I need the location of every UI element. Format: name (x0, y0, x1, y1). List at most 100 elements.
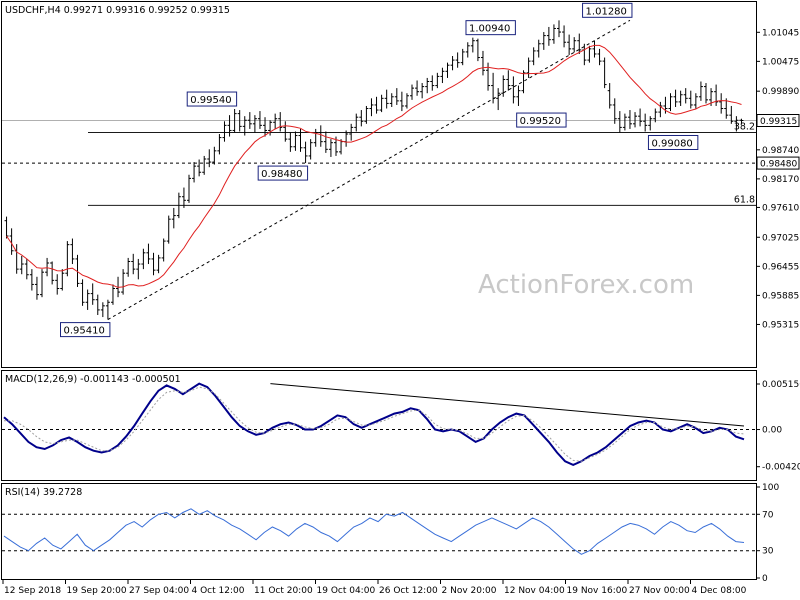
rsi-y-tick-label: 0 (762, 574, 768, 584)
ohlc-bar (136, 258, 141, 280)
current-price-value: 0.99315 (760, 117, 797, 127)
ohlc-bar (369, 98, 374, 117)
ohlc-bar (653, 108, 658, 123)
ohlc-bar (531, 47, 536, 66)
ohlc-bar (562, 25, 567, 48)
ohlc-bar (379, 94, 384, 113)
current-price-box (756, 114, 800, 128)
ohlc-bar (389, 93, 394, 107)
ohlc-bar (313, 128, 318, 147)
support-level-value: 0.98480 (760, 160, 797, 170)
ohlc-bar (80, 279, 85, 306)
price-label-text: 0.99080 (651, 138, 692, 149)
macd-main-line (3, 382, 745, 466)
ohlc-bar (328, 139, 333, 157)
ohlc-bar (430, 75, 435, 91)
macd-panel-frame (1, 370, 757, 481)
rsi-panel-frame (1, 483, 757, 580)
ohlc-bar (110, 284, 115, 305)
x-tick-label: 27 Nov 00:00 (629, 586, 690, 596)
ohlc-bar (126, 257, 131, 277)
price-label-box (647, 134, 699, 150)
ohlc-bar (435, 72, 440, 89)
ohlc-bar (242, 116, 247, 136)
ma-polyline (6, 44, 742, 288)
ohlc-bar (460, 48, 465, 66)
x-tick-label: 19 Nov 16:00 (567, 586, 628, 596)
x-tick-label: 2 Nov 20:00 (442, 586, 497, 596)
ohlc-bar (501, 75, 506, 97)
ohlc-bar (506, 70, 511, 91)
macd-y-tick-label: 0.00 (762, 426, 782, 436)
ohlc-bar (176, 192, 181, 219)
rsi-y-tick-label: 70 (762, 510, 774, 520)
fib-level-label: 61.8 (734, 194, 755, 205)
price-label-text: 1.00940 (469, 24, 510, 35)
ohlc-bar (303, 141, 308, 164)
ohlc-bar (283, 121, 288, 142)
ohlc-bar (75, 254, 80, 287)
ohlc-bar (192, 162, 197, 183)
ohlc-bar (627, 110, 632, 129)
ohlc-bar (496, 88, 501, 111)
macd-y-tick-label: -0.004209 (762, 463, 800, 473)
price-bars (4, 20, 744, 320)
price-label-box (257, 165, 309, 181)
ohlc-bar (237, 110, 242, 132)
ohlc-bar (156, 254, 161, 274)
rsi-line (3, 508, 745, 555)
x-tick-label: 27 Sep 04:00 (129, 586, 189, 596)
ohlc-bar (658, 101, 663, 118)
x-tick-label: 26 Oct 12:00 (379, 586, 438, 596)
ohlc-bar (612, 98, 617, 124)
price-label-box (60, 322, 111, 338)
support-level-box (756, 156, 800, 170)
ohlc-bar (288, 132, 293, 152)
ohlc-bar (60, 269, 65, 291)
ohlc-bar (648, 116, 653, 131)
price-y-tick-label: 0.98170 (762, 175, 799, 185)
price-label-box (582, 2, 633, 18)
rsi-y-axis: 100 70 30 0 (756, 483, 779, 584)
ohlc-bar (572, 37, 577, 53)
ohlc-bar (227, 115, 232, 137)
x-tick-label: 4 Dec 08:00 (692, 586, 747, 596)
macd-lines (3, 382, 745, 466)
ohlc-bar (222, 121, 227, 142)
price-label-box (465, 20, 516, 36)
price-y-tick-label: 1.00475 (762, 57, 799, 67)
price-label-box (516, 112, 567, 128)
ohlc-bar (480, 50, 485, 76)
ohlc-bar (415, 80, 420, 96)
price-label: 0.95410 (60, 322, 111, 338)
ohlc-bar (394, 88, 399, 105)
ohlc-bar (410, 84, 415, 100)
price-label: 0.98480 (257, 165, 309, 181)
ohlc-bar (278, 112, 283, 132)
ohlc-bar (592, 40, 597, 58)
ohlc-bar (734, 116, 739, 132)
ohlc-bar (445, 62, 450, 78)
price-label: 1.00940 (465, 20, 516, 36)
moving-average-line (6, 44, 742, 288)
x-tick-label: 19 Oct 04:00 (317, 586, 376, 596)
ohlc-bar (688, 90, 693, 109)
ohlc-bar (141, 248, 146, 270)
rsi-y-tick-label: 30 (762, 547, 774, 557)
price-labels: 1.012801.009400.995400.995201.000800.984… (60, 2, 699, 338)
macd-signal-line (4, 386, 745, 462)
ohlc-bar (364, 105, 369, 124)
ohlc-bar (374, 96, 379, 114)
ohlc-bar (146, 243, 151, 265)
ohlc-bar (643, 113, 648, 132)
ohlc-bar (420, 83, 425, 99)
price-y-tick-label: 0.99890 (762, 87, 799, 97)
rsi-polyline (3, 508, 745, 555)
ohlc-bar (40, 269, 45, 298)
ohlc-bar (673, 89, 678, 107)
ohlc-bar (359, 110, 364, 127)
ohlc-bar (19, 255, 24, 275)
ohlc-bar (516, 85, 521, 106)
price-label: 1.01280 (582, 2, 633, 18)
